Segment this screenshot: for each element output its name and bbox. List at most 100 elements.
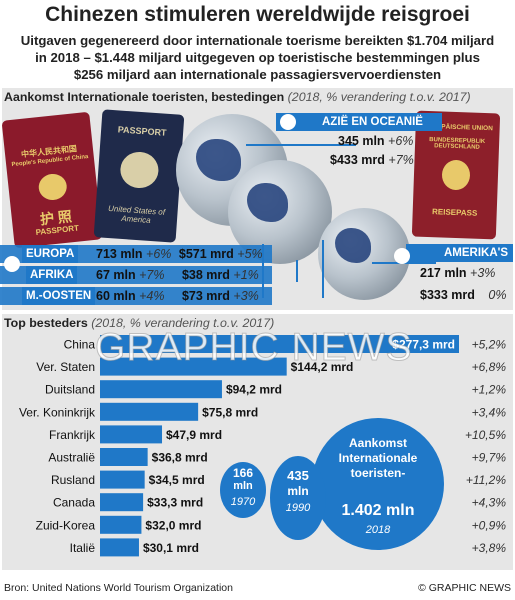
subtitle-line: Uitgaven gegenereerd door internationale… [20,33,495,48]
region-bar-asia [276,113,442,131]
credit: © GRAPHIC NEWS [418,582,511,594]
category-label: Ver. Koninkrijk [19,405,96,419]
bar [100,425,163,444]
category-label: Canada [53,496,95,510]
bar [100,402,199,421]
value-label: $47,9 mrd [166,428,222,442]
spend-change: +7% [388,153,414,167]
arrivals-change: +7% [139,268,165,282]
spenders-heading-note: (2018, % verandering t.o.v. 2017) [91,316,275,330]
bubble-1990: 435 mln 1990 [270,456,326,540]
bar [100,335,459,353]
bubble-value: 166 [232,466,254,480]
category-label: Ver. Staten [36,360,95,374]
subtitle-line: in 2018 – $1.448 miljard uitgegeven op t… [35,50,480,65]
walker-icon [280,114,296,130]
globe-europe [228,160,332,264]
region-stat-middle-east: 60 mln +4% $73 mrd +3% [96,289,259,303]
change-label: +11,2% [466,473,506,487]
arrivals-heading-note: (2018, % verandering t.o.v. 2017) [287,90,471,104]
connector-line [246,144,356,146]
value-label: $30,1 mrd [143,541,199,555]
region-label-middle-east: M.-OOSTEN [22,287,96,305]
bar [100,493,144,512]
bubble-year: 2018 [365,524,391,536]
region-label-africa: AFRIKA [26,266,78,284]
arrivals-heading-text: Aankomst Internationale toeristen, beste… [4,90,285,104]
bar [100,538,139,557]
change-label: +4,3% [472,496,507,510]
bubble-year: 1970 [230,496,256,508]
spend-value: $38 mrd [181,268,230,282]
spend-change: +3% [233,289,259,303]
connector-line [296,260,298,282]
value-label: $36,8 mrd [152,451,208,465]
category-label: China [64,338,96,352]
bar [100,470,145,489]
bubble-2018: Aankomst Internationale toeristen- 1.402… [312,418,444,550]
spend-value: $433 mrd [330,153,385,167]
bubble-unit: mln [287,484,309,498]
change-label: +9,7% [472,451,507,465]
change-label: +6,8% [472,360,507,374]
arrivals-value: 60 mln [96,289,136,303]
arrivals-change: +3% [470,266,496,280]
value-label: $34,5 mrd [149,473,205,487]
bar [100,380,222,399]
connector-line [322,240,324,298]
category-label: Zuid-Korea [36,518,96,532]
spend-value: $333 mrd [420,288,475,302]
arrivals-value: 345 mln [338,134,385,148]
region-stat-africa: 67 mln +7% $38 mrd +1% [96,268,259,282]
category-label: Australië [48,451,95,465]
spend-change: +5% [237,247,263,261]
arrivals-value: 67 mln [96,268,136,282]
arrivals-change: +6% [388,134,414,148]
value-label: $32,0 mrd [145,518,201,532]
region-stat-asia-spend: $433 mrd +7% [330,153,414,167]
value-label: $94,2 mrd [226,383,282,397]
spend-value: $73 mrd [181,289,230,303]
value-label: $277,3 mrd [392,338,455,352]
category-label: Frankrijk [49,428,96,442]
arrivals-value: 713 mln [96,247,143,261]
bubble-value: 1.402 mln [341,502,415,519]
region-stat-americas-spend: $333 mrd 0% [420,288,506,302]
spenders-heading: Top besteders (2018, % verandering t.o.v… [4,316,274,330]
bar [100,448,148,466]
chart-subtitle: Uitgaven gegenereerd door internationale… [4,32,511,83]
chart-title: Chinezen stimuleren wereldwijde reisgroe… [45,3,470,26]
value-label: $33,3 mrd [147,496,203,510]
walker-icon [394,248,410,264]
walker-icon [4,256,20,272]
watermark: GRAPHIC NEWS [95,326,413,370]
region-bar-americas [406,244,513,262]
arrivals-change: +4% [139,289,165,303]
region-stat-europe: 713 mln +6% $571 mrd +5% [96,247,263,261]
category-label: Rusland [51,473,95,487]
region-stat-asia-arrivals: 345 mln +6% [338,134,413,148]
change-label: +0,9% [472,518,507,532]
region-label-americas: AMERIKA'S [444,247,509,259]
bar [100,357,287,376]
bubble-value: 435 [287,468,309,483]
source-note: Bron: United Nations World Tourism Organ… [4,582,233,594]
value-label: $144,2 mrd [291,360,354,374]
arrivals-change: +6% [146,247,172,261]
category-label: Duitsland [45,383,95,397]
region-label-europe: EUROPA [22,245,79,263]
region-label-asia: AZIË EN OCEANIË [322,116,423,128]
arrivals-heading: Aankomst Internationale toeristen, beste… [4,90,471,104]
spend-change: +1% [233,268,259,282]
spend-value: $571 mrd [178,247,234,261]
category-label: Italië [70,541,96,555]
bubble-year: 1990 [285,502,311,514]
change-label: +3,4% [472,405,507,419]
change-label: +5,2% [472,338,507,352]
bubble-unit: mln [233,480,253,492]
bubble-1970: 166 mln 1970 [220,462,266,518]
change-label: +10,5% [465,428,506,442]
arrivals-value: 217 mln [420,266,467,280]
spenders-heading-text: Top besteders [4,316,88,330]
